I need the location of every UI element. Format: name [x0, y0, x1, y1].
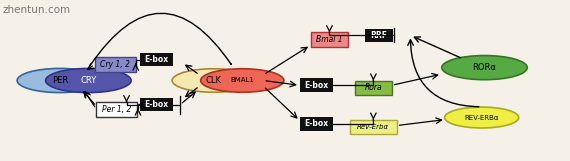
Bar: [96, 102, 137, 117]
Bar: [365, 29, 393, 42]
Bar: [95, 57, 136, 72]
Text: E-box: E-box: [145, 55, 169, 64]
FancyArrowPatch shape: [90, 13, 231, 66]
Text: PER: PER: [52, 76, 68, 85]
Text: CLK: CLK: [206, 76, 222, 85]
Text: Rora: Rora: [365, 83, 382, 92]
Bar: [355, 80, 392, 95]
Circle shape: [172, 69, 255, 92]
Circle shape: [201, 69, 284, 92]
Circle shape: [17, 68, 103, 93]
Text: Per 1, 2: Per 1, 2: [102, 105, 132, 114]
Text: REV-ERBα: REV-ERBα: [465, 114, 499, 121]
Text: RRF: RRF: [370, 31, 388, 40]
Text: E-box: E-box: [304, 119, 328, 128]
Circle shape: [442, 56, 527, 80]
Bar: [350, 120, 397, 134]
Text: Bmal 1: Bmal 1: [316, 35, 343, 44]
Circle shape: [46, 68, 131, 93]
Text: E-box: E-box: [304, 81, 328, 90]
Text: BMAL1: BMAL1: [230, 77, 254, 84]
Text: RORα: RORα: [473, 63, 496, 72]
Bar: [311, 32, 348, 47]
Bar: [140, 98, 173, 111]
Text: CRY: CRY: [80, 76, 96, 85]
Bar: [300, 117, 333, 131]
Text: E-box: E-box: [145, 100, 169, 109]
Circle shape: [445, 107, 519, 128]
Bar: [300, 79, 333, 92]
Text: zhentun.com: zhentun.com: [3, 5, 71, 15]
Text: Rev-Erbα: Rev-Erbα: [357, 124, 389, 130]
Bar: [140, 53, 173, 66]
Text: Cry 1, 2: Cry 1, 2: [100, 60, 130, 69]
